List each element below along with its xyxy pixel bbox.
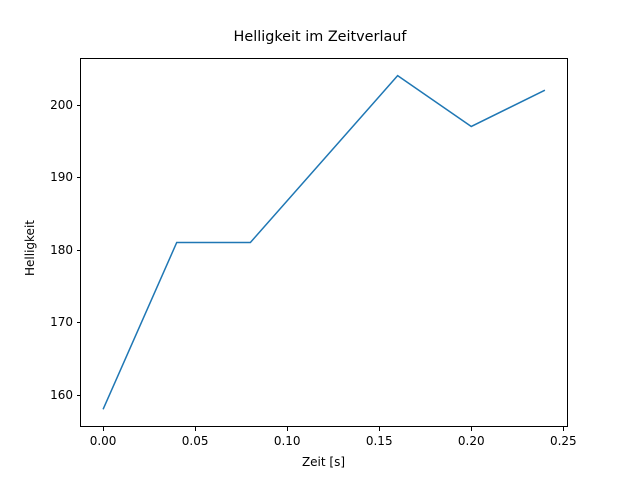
- x-tick-label: 0.20: [457, 434, 485, 448]
- chart-title: Helligkeit im Zeitverlauf: [233, 29, 407, 45]
- y-tick-mark: [77, 394, 81, 396]
- y-tick-mark: [77, 104, 81, 106]
- y-tick-mark: [77, 249, 81, 251]
- x-tick-label: 0.05: [181, 434, 209, 448]
- y-tick-label: 180: [50, 242, 73, 257]
- y-tick-label: 160: [50, 387, 73, 402]
- y-tick-label: 200: [50, 97, 73, 112]
- x-tick-mark: [195, 427, 197, 431]
- x-tick-label: 0.00: [89, 434, 117, 448]
- x-tick-mark: [471, 427, 473, 431]
- x-tick-mark: [103, 427, 105, 431]
- y-tick-mark: [77, 322, 81, 324]
- x-tick-mark: [563, 427, 565, 431]
- x-tick-label: 0.15: [365, 434, 393, 448]
- x-tick-mark: [287, 427, 289, 431]
- x-tick-label: 0.25: [549, 434, 577, 448]
- y-tick-mark: [77, 177, 81, 179]
- line-series-svg: [102, 74, 546, 410]
- x-tick-label: 0.10: [273, 434, 301, 448]
- x-tick-mark: [379, 427, 381, 431]
- data-line: [102, 74, 546, 410]
- y-tick-label: 190: [50, 170, 73, 185]
- y-tick-label: 170: [50, 315, 73, 330]
- y-axis-label: Helligkeit: [23, 220, 37, 276]
- plot-area: [80, 58, 568, 427]
- x-axis-label: Zeit [s]: [301, 455, 346, 469]
